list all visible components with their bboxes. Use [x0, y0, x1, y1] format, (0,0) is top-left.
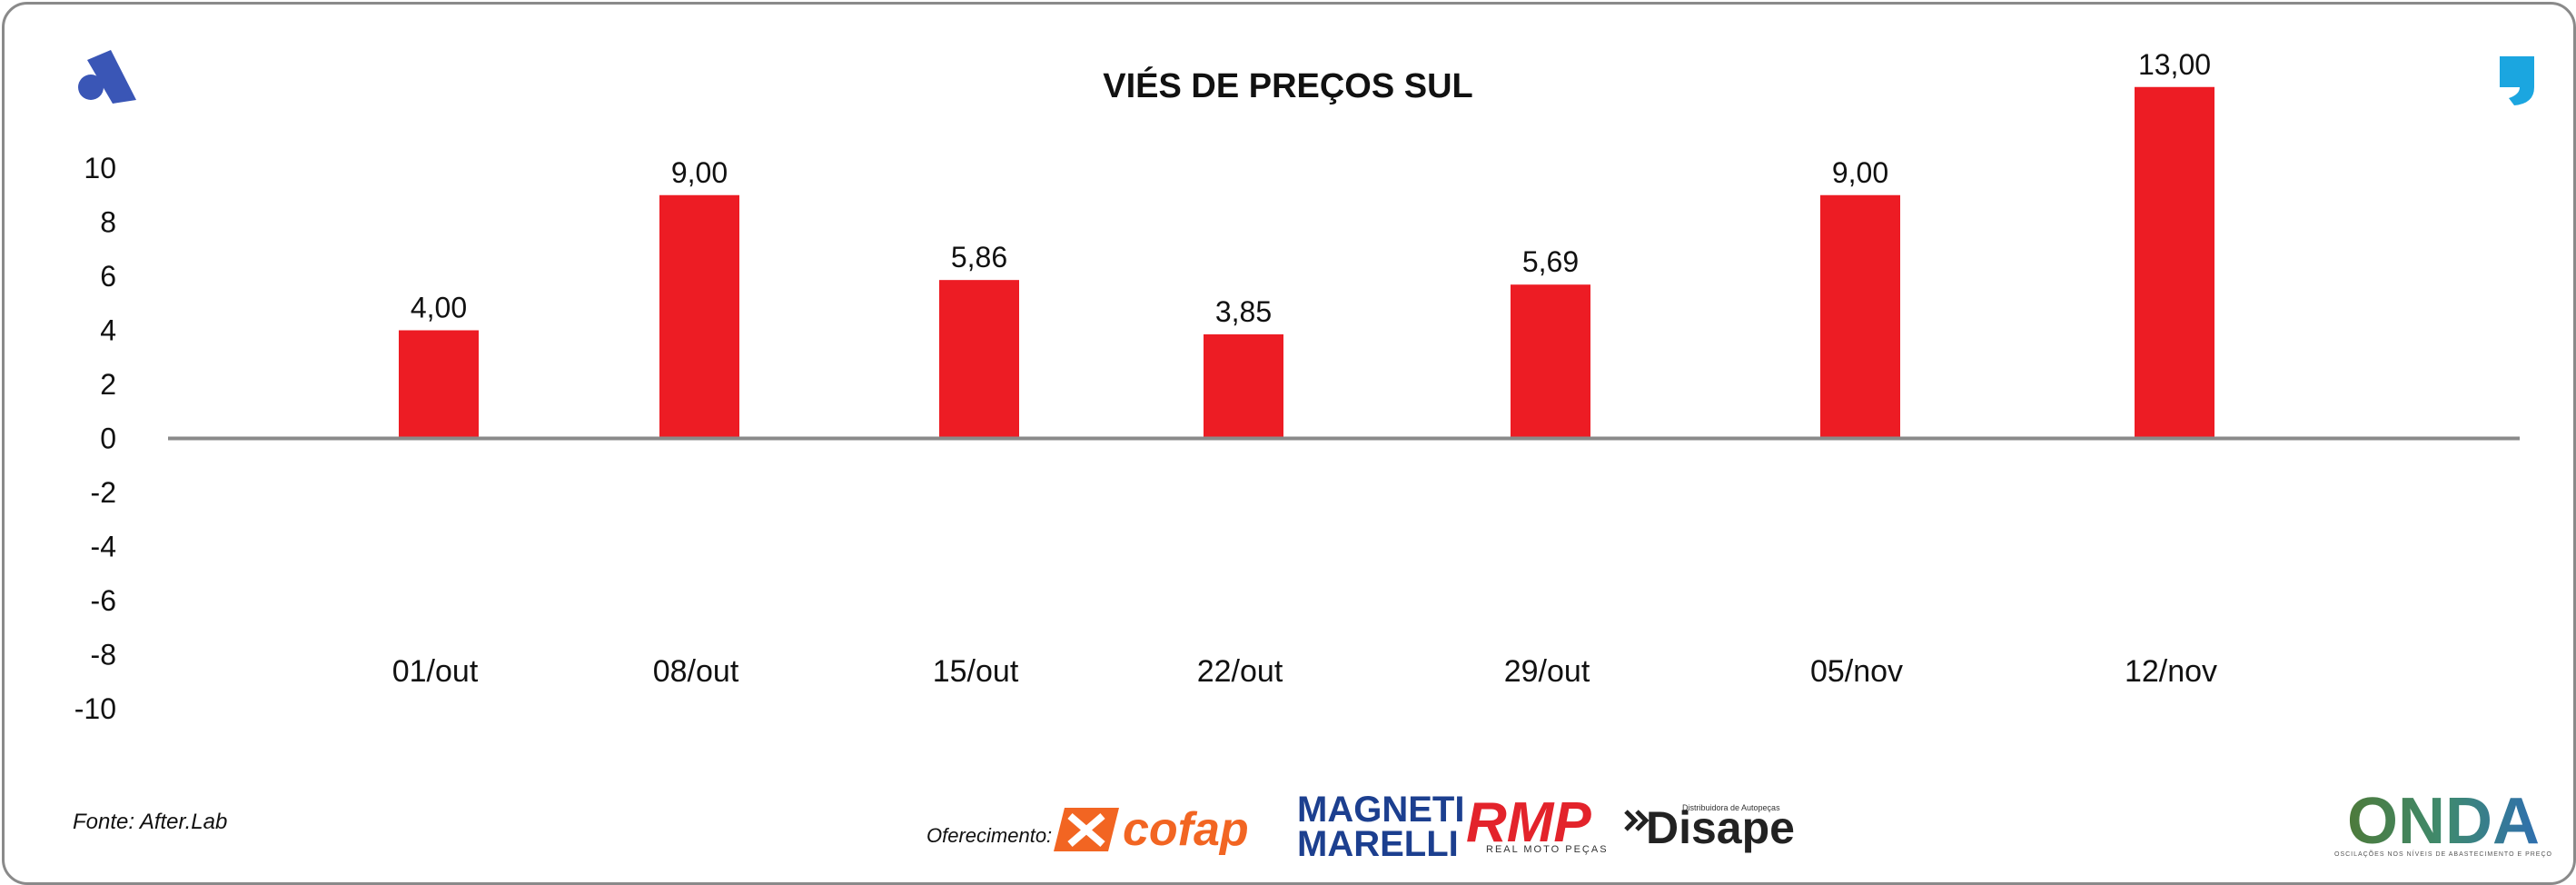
bar [1511, 284, 1590, 439]
brand-a-logo-icon [78, 50, 136, 104]
onda-logo-text: ONDA [2347, 785, 2540, 858]
disape-logo-text: Disape [1646, 802, 1795, 853]
y-axis: 10 8 6 4 2 0 -2 -4 -6 -8 -10 [74, 152, 116, 725]
rmp-logo-text: RMP [1466, 791, 1591, 854]
bars [399, 86, 2214, 439]
y-tick-label: 2 [100, 368, 116, 401]
onda-logo: ONDA OSCILAÇÕES NOS NÍVEIS DE ABASTECIME… [2334, 785, 2552, 858]
data-label: 9,00 [1832, 156, 1888, 189]
data-label: 5,69 [1522, 245, 1579, 278]
bar [1820, 194, 1900, 439]
x-tick-label: 01/out [392, 654, 479, 689]
quote-mark-icon [2500, 56, 2534, 105]
y-tick-label: -2 [91, 476, 116, 509]
disape-logo: Distribuidora de Autopeças Disape [1624, 802, 1795, 853]
disape-logo-subtitle: Distribuidora de Autopeças [1682, 803, 1780, 812]
x-tick-label: 08/out [653, 654, 739, 689]
cofap-logo: cofap [1054, 803, 1249, 856]
data-label: 4,00 [411, 292, 467, 324]
y-tick-label: -8 [91, 639, 116, 671]
x-tick-label: 05/nov [1810, 654, 1903, 689]
data-label: 5,86 [951, 241, 1007, 273]
sponsor-label: Oferecimento: [926, 824, 1052, 847]
y-tick-label: -10 [74, 692, 116, 725]
magneti-logo-line2: MARELLI [1297, 824, 1459, 864]
x-axis: 01/out 08/out 15/out 22/out 29/out 05/nov 12/n… [392, 654, 2217, 689]
magneti-logo-line1: MAGNETI [1297, 790, 1464, 830]
data-label: 9,00 [671, 156, 728, 189]
data-label: 3,85 [1215, 295, 1272, 328]
bar [399, 330, 479, 439]
y-tick-label: 0 [100, 423, 116, 455]
x-tick-label: 15/out [933, 654, 1019, 689]
magneti-marelli-logo: MAGNETI MARELLI [1297, 790, 1464, 864]
source-note: Fonte: After.Lab [73, 810, 227, 834]
rmp-logo-subtitle: REAL MOTO PEÇAS [1486, 844, 1609, 855]
data-label: 13,00 [2138, 48, 2211, 81]
y-tick-label: 4 [100, 314, 116, 347]
x-tick-label: 22/out [1197, 654, 1283, 689]
x-tick-label: 29/out [1504, 654, 1590, 689]
bar [2135, 86, 2214, 439]
chart-title: VIÉS DE PREÇOS SUL [1103, 65, 1473, 105]
bar [939, 280, 1019, 439]
y-tick-label: 10 [84, 152, 116, 184]
data-labels: 4,00 9,00 5,86 3,85 5,69 9,00 13,00 [411, 48, 2211, 328]
bar [659, 194, 739, 439]
rmp-logo: RMP REAL MOTO PEÇAS [1466, 791, 1609, 855]
y-tick-label: 6 [100, 260, 116, 293]
x-tick-label: 12/nov [2125, 654, 2217, 689]
bar [1204, 333, 1283, 439]
y-tick-label: -4 [91, 531, 116, 563]
y-tick-label: -6 [91, 584, 116, 617]
onda-logo-subtitle: OSCILAÇÕES NOS NÍVEIS DE ABASTECIMENTO E… [2334, 850, 2552, 858]
cofap-logo-text: cofap [1123, 803, 1249, 856]
y-tick-label: 8 [100, 206, 116, 239]
